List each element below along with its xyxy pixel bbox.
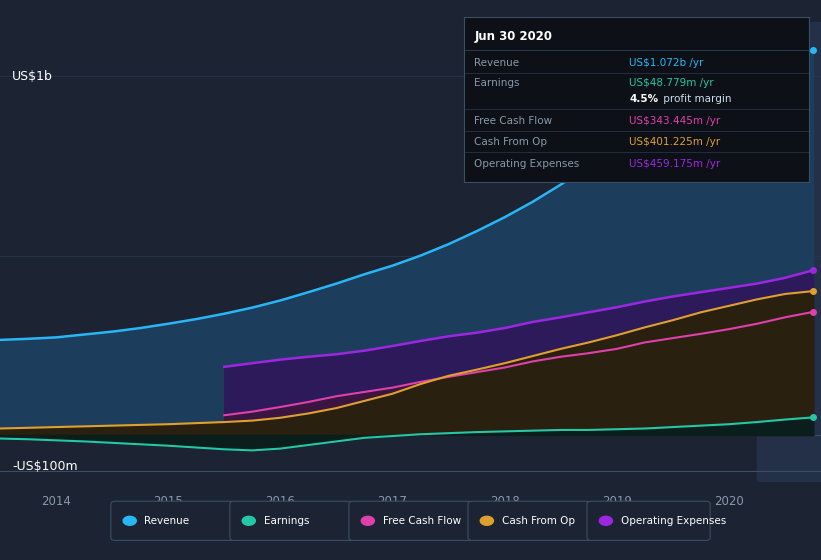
Text: Jun 30 2020: Jun 30 2020: [475, 30, 553, 43]
Text: 4.5%: 4.5%: [630, 95, 658, 104]
Text: US$401.225m /yr: US$401.225m /yr: [630, 137, 721, 147]
Text: 2015: 2015: [154, 496, 183, 508]
Text: Operating Expenses: Operating Expenses: [475, 159, 580, 169]
Text: Revenue: Revenue: [144, 516, 190, 526]
Text: US$0: US$0: [12, 428, 45, 441]
Text: 2020: 2020: [714, 496, 744, 508]
Text: US$48.779m /yr: US$48.779m /yr: [630, 78, 714, 88]
Text: -US$100m: -US$100m: [12, 460, 78, 473]
Text: Free Cash Flow: Free Cash Flow: [383, 516, 461, 526]
Text: Cash From Op: Cash From Op: [475, 137, 548, 147]
Text: Cash From Op: Cash From Op: [502, 516, 575, 526]
Text: US$459.175m /yr: US$459.175m /yr: [630, 159, 721, 169]
Text: Earnings: Earnings: [475, 78, 520, 88]
Text: US$1.072b /yr: US$1.072b /yr: [630, 58, 704, 68]
Text: 2014: 2014: [41, 496, 71, 508]
Text: 2018: 2018: [490, 496, 520, 508]
Text: 2019: 2019: [602, 496, 632, 508]
Text: US$1b: US$1b: [12, 69, 53, 83]
Text: 2016: 2016: [265, 496, 296, 508]
Text: Free Cash Flow: Free Cash Flow: [475, 116, 553, 126]
Text: Revenue: Revenue: [475, 58, 520, 68]
Text: Operating Expenses: Operating Expenses: [621, 516, 726, 526]
Text: Earnings: Earnings: [264, 516, 309, 526]
Text: US$343.445m /yr: US$343.445m /yr: [630, 116, 721, 126]
Text: profit margin: profit margin: [660, 95, 732, 104]
Text: 2017: 2017: [378, 496, 407, 508]
Bar: [757, 22, 821, 482]
